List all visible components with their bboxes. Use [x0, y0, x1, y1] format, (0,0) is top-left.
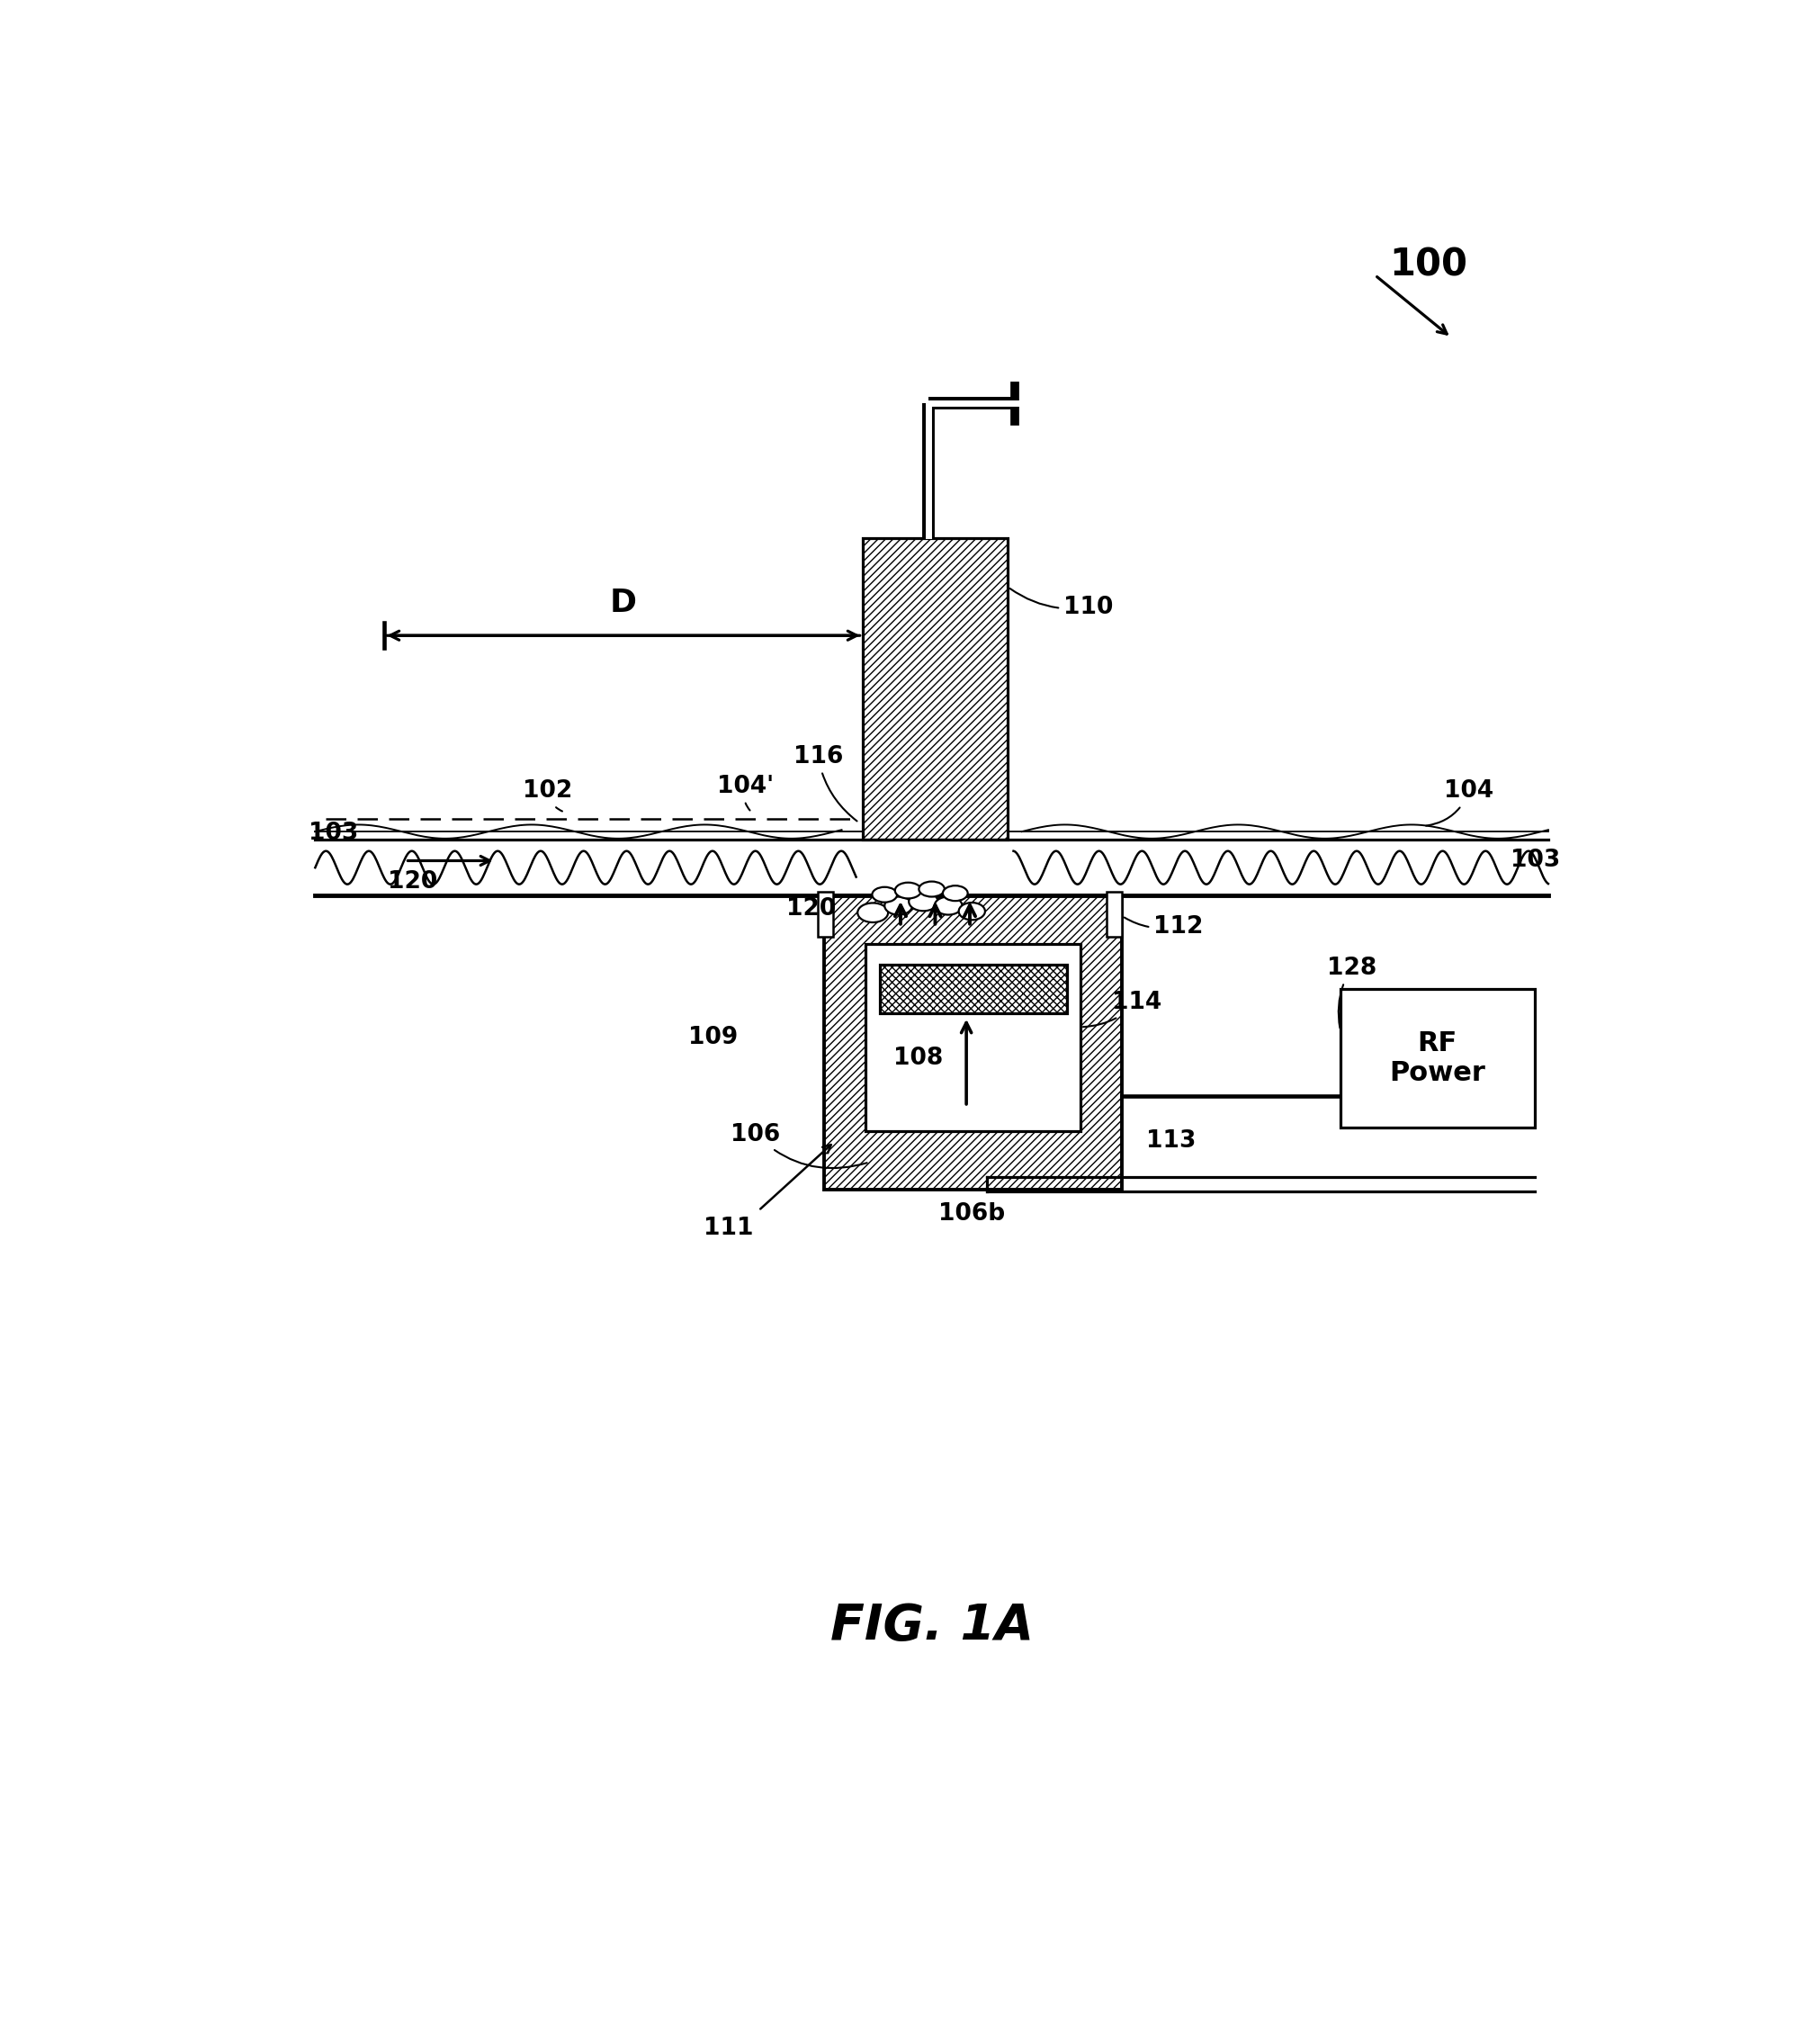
Ellipse shape	[919, 882, 945, 896]
Text: 103: 103	[308, 821, 359, 845]
Text: 103: 103	[1511, 849, 1560, 871]
Ellipse shape	[908, 892, 937, 912]
Text: 128: 128	[1327, 956, 1376, 1027]
Text: 109: 109	[688, 1025, 737, 1049]
Text: 108: 108	[894, 1047, 943, 1070]
Text: 116: 116	[794, 744, 857, 821]
Text: 104': 104'	[717, 774, 774, 811]
Text: 104: 104	[1427, 780, 1494, 825]
Text: 111: 111	[703, 1217, 753, 1239]
Ellipse shape	[895, 882, 921, 898]
Text: 112: 112	[1125, 914, 1203, 938]
Bar	[863, 538, 1008, 839]
Text: 102: 102	[522, 780, 573, 811]
Text: 120: 120	[786, 898, 835, 920]
Text: 120: 120	[388, 869, 437, 894]
Ellipse shape	[959, 902, 985, 920]
Bar	[824, 896, 1123, 1189]
Bar	[1107, 892, 1123, 936]
Ellipse shape	[934, 896, 963, 914]
Text: 106b: 106b	[939, 1203, 1005, 1225]
Text: 114: 114	[1083, 991, 1161, 1027]
Text: FIG. 1A: FIG. 1A	[830, 1601, 1034, 1650]
Bar	[879, 964, 1067, 1013]
Text: 113: 113	[1147, 1130, 1196, 1153]
Bar	[817, 892, 832, 936]
Text: 106: 106	[732, 1122, 866, 1169]
Text: D: D	[610, 588, 637, 619]
Ellipse shape	[857, 904, 888, 922]
Ellipse shape	[885, 896, 912, 914]
Ellipse shape	[943, 886, 968, 902]
Bar	[866, 944, 1081, 1130]
Bar	[824, 896, 1123, 1189]
Bar	[879, 964, 1067, 1013]
Text: 100: 100	[1389, 247, 1467, 283]
Text: RF
Power: RF Power	[1389, 1029, 1485, 1086]
Bar	[863, 538, 1008, 839]
Text: 110: 110	[1010, 588, 1114, 619]
Ellipse shape	[872, 888, 897, 902]
Bar	[1340, 989, 1534, 1128]
